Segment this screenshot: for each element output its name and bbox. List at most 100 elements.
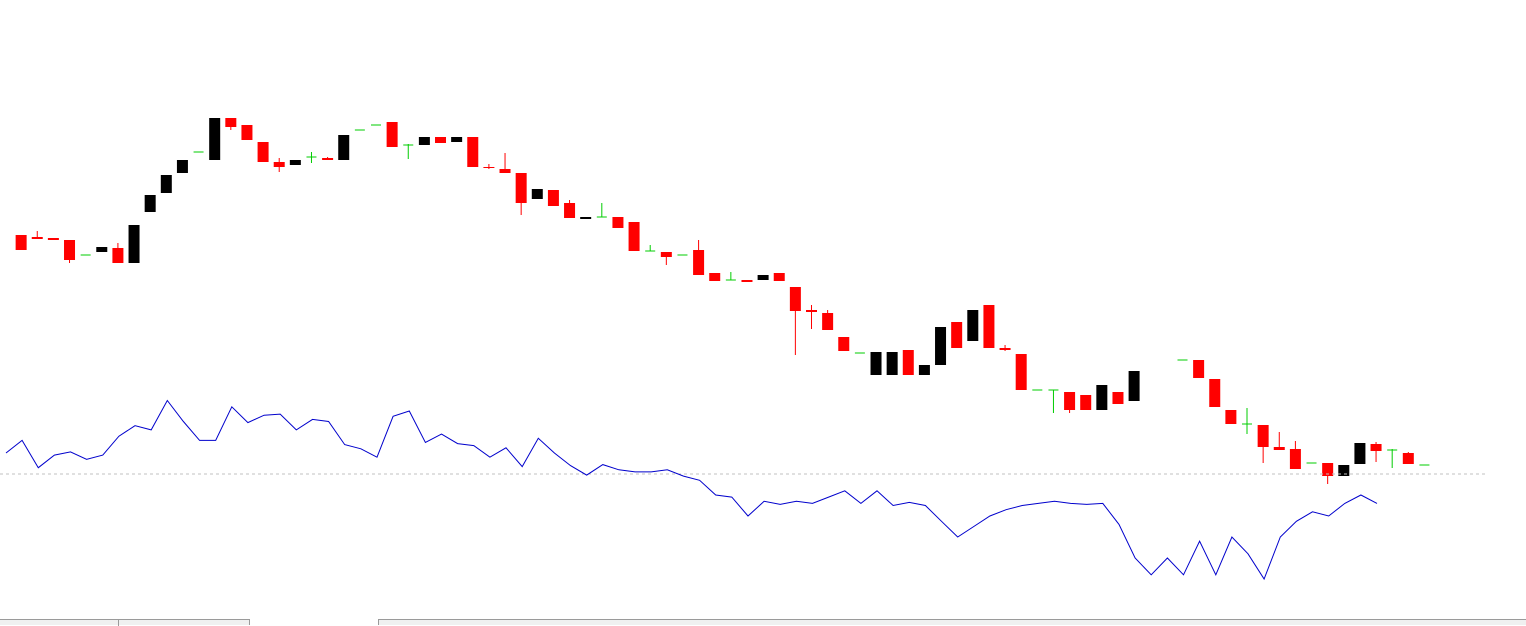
candle-body <box>999 348 1011 350</box>
candle <box>660 252 672 265</box>
candle <box>483 164 495 169</box>
candle-body <box>709 273 721 281</box>
candle-body <box>322 158 334 160</box>
candle-body <box>128 225 140 263</box>
candle-body <box>886 352 898 375</box>
candle-body <box>1064 392 1076 410</box>
candle <box>1257 425 1269 463</box>
candle-body <box>96 247 108 252</box>
candle <box>160 175 172 193</box>
candle <box>1289 441 1301 469</box>
candle-body <box>386 122 398 147</box>
candle <box>499 153 511 173</box>
candle-body <box>15 235 27 250</box>
candle <box>1225 410 1237 424</box>
candle <box>322 157 334 160</box>
candle <box>273 158 285 172</box>
tab-2[interactable] <box>250 619 378 625</box>
candle <box>1193 360 1205 378</box>
candle-body <box>951 322 963 348</box>
candle-body <box>983 305 995 348</box>
candle-body <box>112 248 124 263</box>
candle <box>1338 465 1350 476</box>
candle-body <box>838 337 850 351</box>
candle-body <box>209 118 221 160</box>
candle-body <box>564 203 576 218</box>
tab-3[interactable] <box>378 619 1526 625</box>
candle <box>144 195 156 212</box>
candle-body <box>870 352 882 375</box>
candle-body <box>822 313 834 330</box>
candle <box>1048 389 1059 413</box>
candle <box>935 327 947 365</box>
candle <box>15 235 27 250</box>
candle <box>64 240 76 263</box>
candle <box>1209 379 1221 407</box>
candle <box>806 305 817 329</box>
candle-body <box>935 327 947 365</box>
candle <box>1273 432 1285 450</box>
candle-body <box>176 160 188 173</box>
candle-body <box>1015 354 1027 390</box>
candle <box>628 222 640 251</box>
candle <box>531 189 543 199</box>
tab-1[interactable] <box>0 619 250 626</box>
candle <box>773 273 785 281</box>
candle-body <box>47 238 59 240</box>
candle-body <box>1273 447 1285 450</box>
candle <box>1112 392 1124 404</box>
candle <box>951 322 963 348</box>
candle <box>289 160 301 165</box>
candle <box>1387 449 1398 468</box>
candle <box>709 273 721 281</box>
candle <box>403 144 414 159</box>
candle-body <box>612 217 624 228</box>
candle <box>1128 371 1140 401</box>
candle-body <box>257 142 269 162</box>
candle-body <box>467 137 479 167</box>
candle <box>386 122 398 147</box>
candle <box>451 137 463 142</box>
candle-body <box>451 137 463 142</box>
candle-body <box>515 173 527 203</box>
candle-body <box>273 162 285 167</box>
candle <box>1064 392 1076 413</box>
candle <box>515 173 527 215</box>
candle <box>1370 442 1382 462</box>
candle-body <box>1209 379 1221 407</box>
candle-body <box>1370 444 1382 451</box>
candle <box>693 240 705 275</box>
candle-body <box>64 240 76 260</box>
tab-divider <box>118 620 119 626</box>
candle <box>547 190 559 206</box>
candle <box>580 217 592 219</box>
candle-body <box>144 195 156 212</box>
candle-body <box>1096 385 1108 410</box>
candle <box>435 137 447 143</box>
candle-body <box>1112 392 1124 404</box>
candle-body <box>902 350 914 375</box>
candle-body <box>660 252 672 257</box>
candle <box>1402 452 1414 464</box>
candle <box>870 352 882 375</box>
candle <box>1354 443 1366 464</box>
candle-body <box>289 160 301 165</box>
candle-body <box>1128 371 1140 401</box>
candle-body <box>1289 449 1301 469</box>
candle <box>725 272 736 281</box>
candle-body <box>225 118 237 127</box>
candle <box>741 280 753 282</box>
candle-body <box>580 217 592 219</box>
candle <box>983 305 995 348</box>
candle <box>967 310 979 341</box>
candle <box>112 243 124 263</box>
candle <box>257 142 269 162</box>
candle-body <box>1354 443 1366 464</box>
candle <box>789 287 801 355</box>
candle-body <box>483 167 495 168</box>
candle-body <box>1402 453 1414 464</box>
candle <box>96 247 108 252</box>
candle <box>1015 354 1027 390</box>
candle-body <box>31 237 43 239</box>
bottom-tab-bar <box>0 619 1526 626</box>
